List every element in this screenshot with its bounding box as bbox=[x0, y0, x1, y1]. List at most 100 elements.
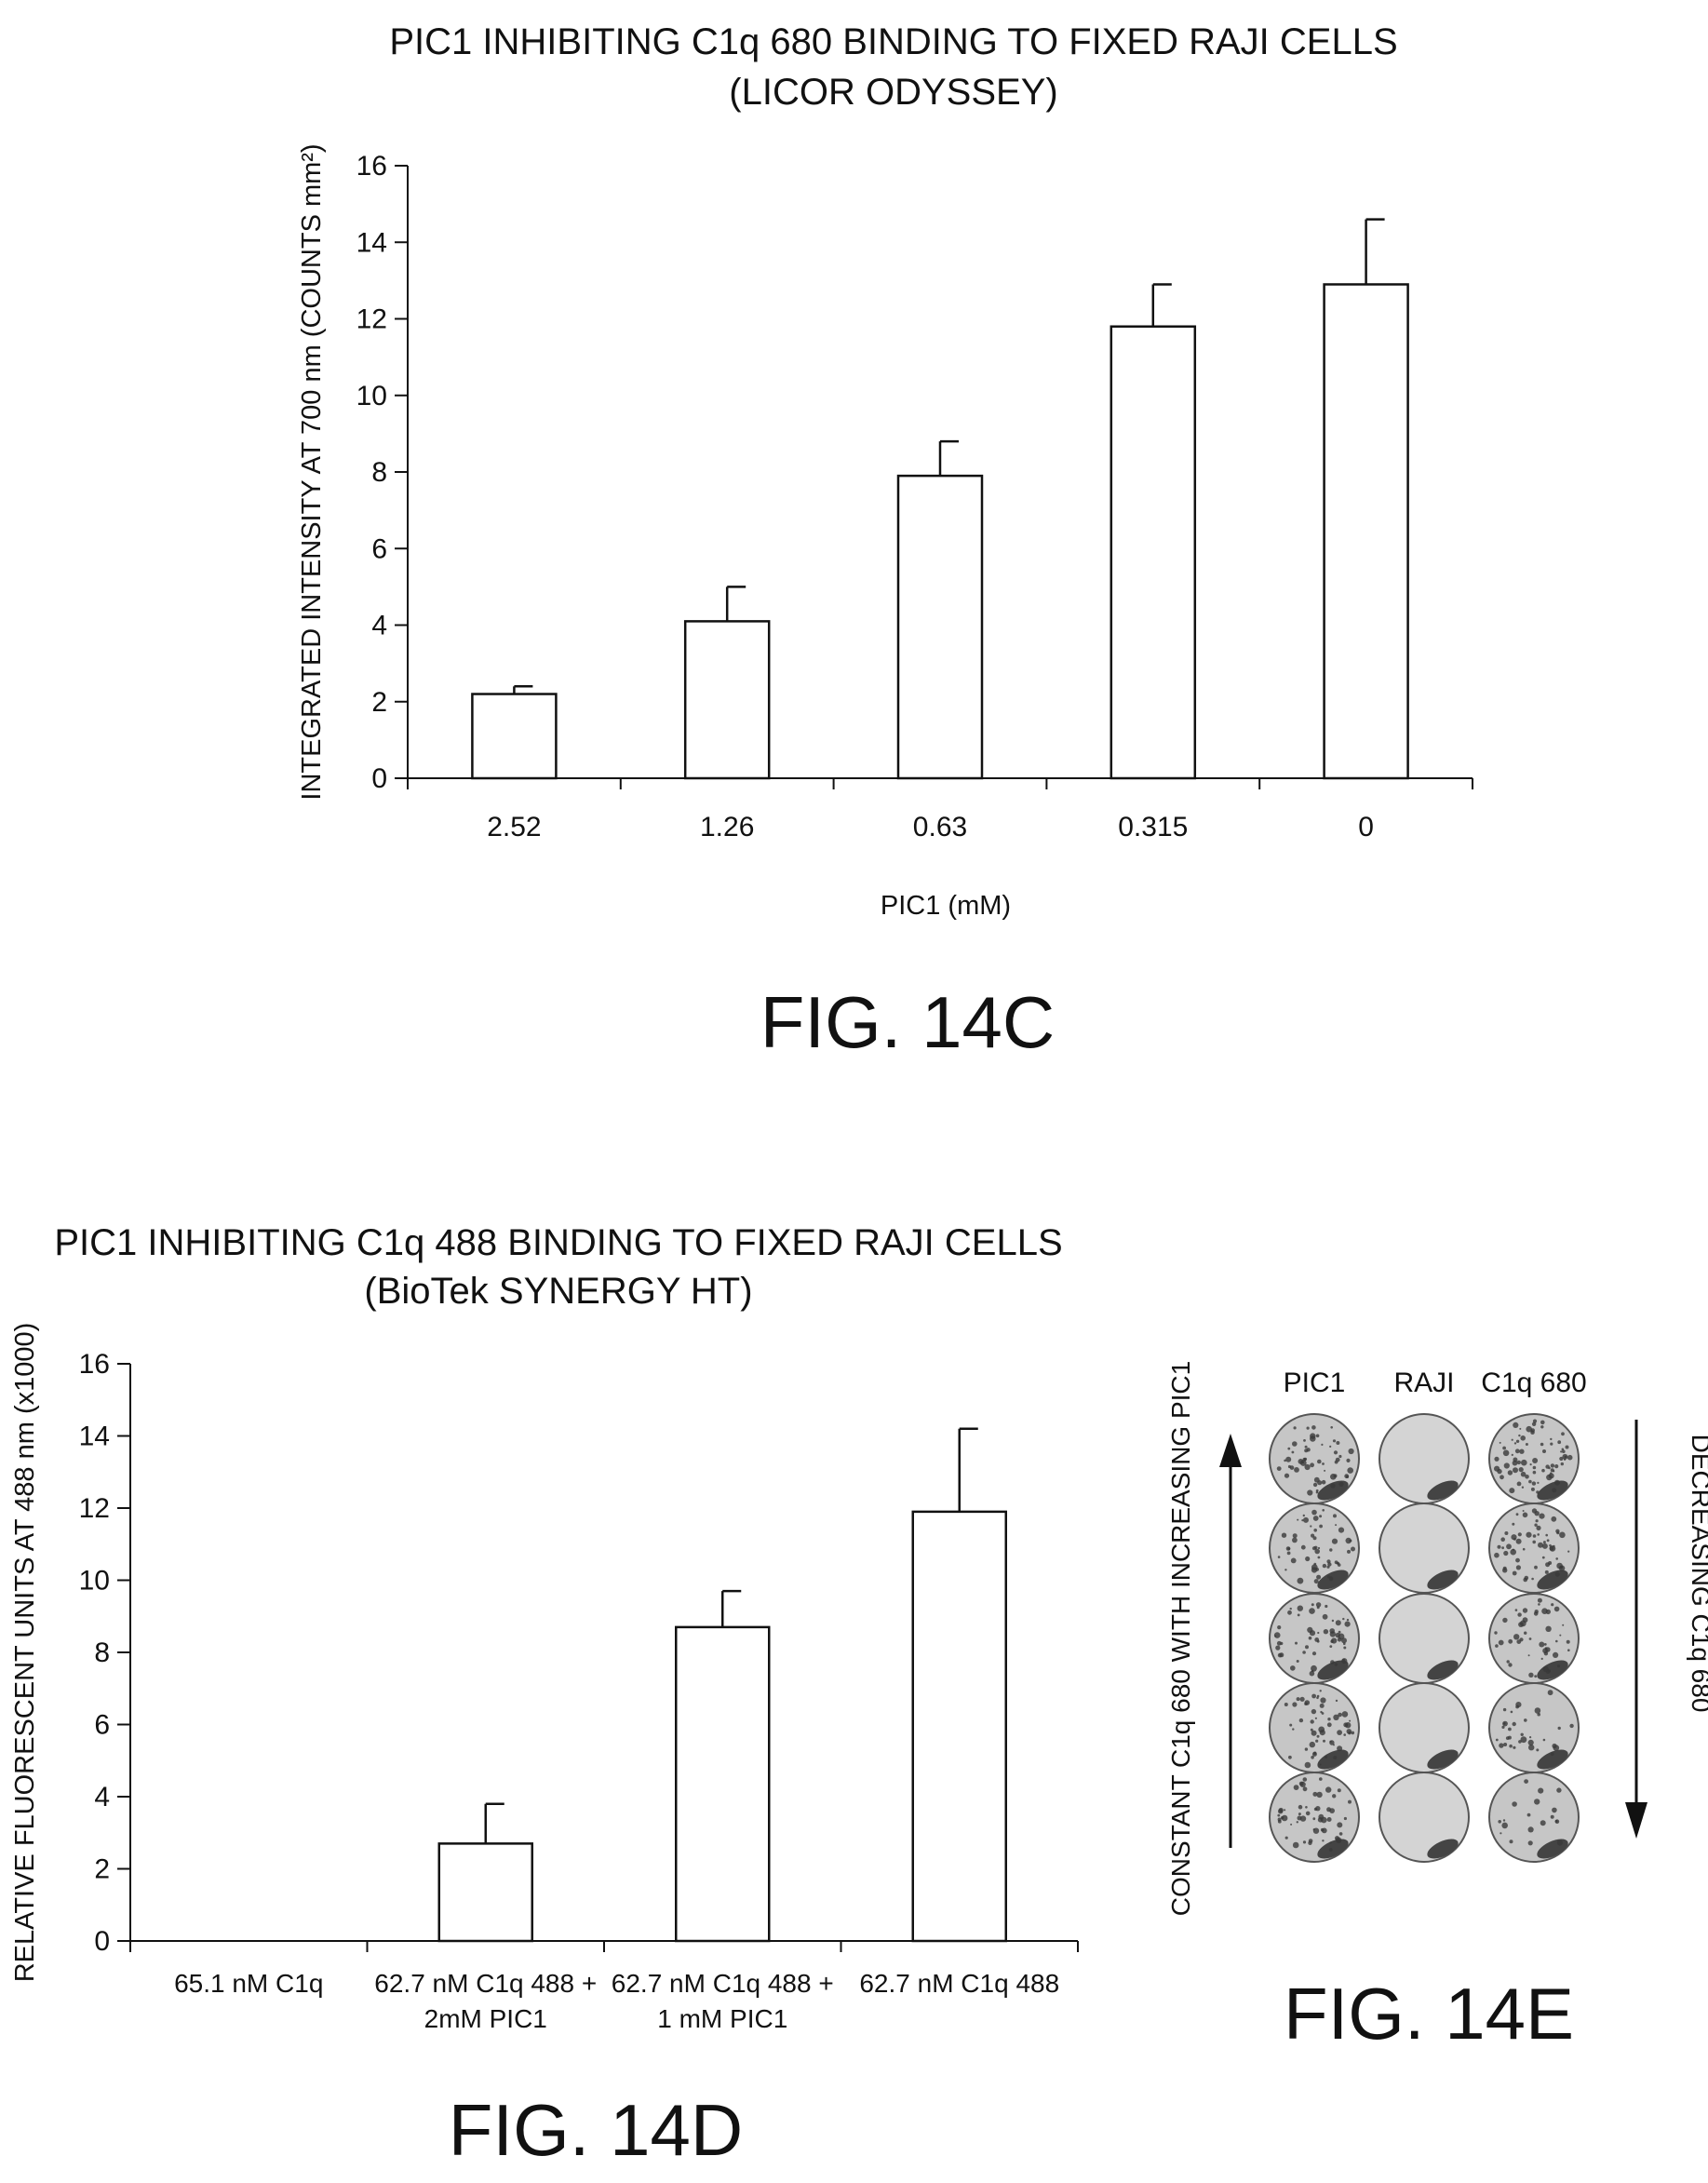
stain-speck bbox=[1550, 1463, 1555, 1468]
x-tick-label: 2.52 bbox=[487, 812, 541, 842]
chart-14d-y-axis-ticks: 0 2 4 6 8 10 12 14 16 bbox=[79, 1349, 130, 1957]
stain-speck bbox=[1304, 1445, 1308, 1449]
bar bbox=[1323, 283, 1409, 780]
stain-speck bbox=[1530, 1428, 1535, 1433]
stain-speck bbox=[1290, 1665, 1296, 1671]
stain-speck bbox=[1552, 1807, 1557, 1813]
stain-speck bbox=[1319, 1777, 1323, 1781]
stain-speck bbox=[1524, 1631, 1527, 1635]
stain-speck bbox=[1284, 1473, 1290, 1478]
stain-speck bbox=[1302, 1840, 1307, 1844]
stain-speck bbox=[1503, 1743, 1508, 1746]
stain-speck bbox=[1335, 1524, 1338, 1527]
stain-speck bbox=[1557, 1726, 1561, 1731]
chart-14c-title-line2: (LICOR ODYSSEY) bbox=[729, 72, 1057, 113]
stain-speck bbox=[1537, 1712, 1540, 1717]
stain-speck bbox=[1497, 1544, 1501, 1549]
stain-speck bbox=[1348, 1448, 1354, 1455]
stain-speck bbox=[1304, 1702, 1308, 1705]
stain-speck bbox=[1499, 1441, 1501, 1444]
stain-speck bbox=[1316, 1639, 1320, 1643]
stain-speck bbox=[1331, 1619, 1335, 1623]
chart-14d-bars bbox=[437, 1427, 1007, 1943]
stain-speck bbox=[1277, 1652, 1283, 1658]
stain-speck bbox=[1511, 1438, 1513, 1441]
stain-speck bbox=[1276, 1640, 1282, 1646]
stain-speck bbox=[1534, 1523, 1538, 1527]
stain-speck bbox=[1553, 1651, 1559, 1658]
fig-14d-label: FIG. 14D bbox=[449, 2089, 743, 2171]
stain-speck bbox=[1281, 1532, 1287, 1538]
y-tick-label: 8 bbox=[94, 1637, 110, 1668]
stain-speck bbox=[1541, 1468, 1545, 1473]
stain-speck bbox=[1332, 1439, 1337, 1443]
stain-speck bbox=[1343, 1646, 1347, 1650]
stain-speck bbox=[1532, 1465, 1537, 1470]
stain-speck bbox=[1309, 1741, 1316, 1748]
stain-speck bbox=[1302, 1514, 1306, 1517]
stain-speck bbox=[1532, 1419, 1538, 1423]
stain-speck bbox=[1520, 1435, 1526, 1441]
stain-speck bbox=[1554, 1571, 1560, 1577]
stain-speck bbox=[1329, 1628, 1335, 1634]
stain-speck bbox=[1301, 1519, 1304, 1522]
stain-speck bbox=[1518, 1740, 1522, 1744]
left-arrow-label: CONSTANT C1q 680 WITH INCREASING PIC1 bbox=[1166, 1361, 1195, 1916]
stain-speck bbox=[1309, 1670, 1315, 1677]
stain-speck bbox=[1560, 1462, 1565, 1466]
well-shadow bbox=[1427, 1839, 1459, 1859]
stain-speck bbox=[1304, 1449, 1309, 1453]
stain-speck bbox=[1502, 1446, 1506, 1450]
stain-speck bbox=[1510, 1710, 1513, 1714]
stain-speck bbox=[1337, 1637, 1342, 1642]
stain-speck bbox=[1536, 1748, 1540, 1752]
stain-speck bbox=[1559, 1634, 1562, 1637]
stain-speck bbox=[1545, 1533, 1548, 1537]
plate-column-header: C1q 680 bbox=[1481, 1368, 1586, 1398]
stain-speck bbox=[1312, 1817, 1316, 1821]
plate-column-header: RAJI bbox=[1393, 1368, 1454, 1398]
stain-speck bbox=[1547, 1690, 1553, 1696]
stain-speck bbox=[1528, 1745, 1535, 1751]
y-tick-label: 2 bbox=[94, 1854, 110, 1885]
stain-speck bbox=[1322, 1613, 1328, 1620]
stain-speck bbox=[1512, 1721, 1516, 1727]
stain-speck bbox=[1297, 1577, 1304, 1584]
stain-speck bbox=[1313, 1529, 1317, 1532]
stain-speck bbox=[1304, 1747, 1309, 1751]
stain-speck bbox=[1321, 1816, 1327, 1824]
stain-speck bbox=[1298, 1718, 1304, 1723]
y-tick-label: 6 bbox=[371, 533, 387, 564]
stain-speck bbox=[1550, 1442, 1553, 1446]
stain-speck bbox=[1277, 1813, 1281, 1817]
stain-speck bbox=[1338, 1832, 1343, 1836]
plate-wells bbox=[1269, 1413, 1580, 1863]
stain-speck bbox=[1532, 1540, 1536, 1544]
stain-speck bbox=[1569, 1723, 1574, 1729]
stain-speck bbox=[1285, 1546, 1291, 1551]
stain-speck bbox=[1508, 1638, 1513, 1644]
chart-14c-x-axis-label: PIC1 (mM) bbox=[881, 891, 1011, 921]
stain-speck bbox=[1542, 1738, 1546, 1742]
well-shadow bbox=[1537, 1749, 1568, 1770]
stain-speck bbox=[1495, 1738, 1499, 1742]
stain-speck bbox=[1540, 1442, 1544, 1447]
stain-speck bbox=[1515, 1565, 1521, 1570]
stain-speck bbox=[1278, 1809, 1284, 1814]
stain-speck bbox=[1329, 1548, 1333, 1552]
stain-speck bbox=[1567, 1649, 1570, 1651]
stain-speck bbox=[1314, 1548, 1320, 1555]
stain-speck bbox=[1316, 1734, 1320, 1738]
stain-speck bbox=[1517, 1532, 1522, 1537]
stain-speck bbox=[1312, 1828, 1315, 1831]
stain-speck bbox=[1566, 1639, 1570, 1644]
stain-speck bbox=[1329, 1645, 1333, 1648]
stain-speck bbox=[1287, 1447, 1291, 1450]
stain-speck bbox=[1351, 1731, 1355, 1735]
stain-speck bbox=[1286, 1551, 1291, 1556]
stain-speck bbox=[1534, 1511, 1540, 1516]
stain-speck bbox=[1311, 1708, 1317, 1715]
stain-speck bbox=[1529, 1736, 1532, 1739]
stain-speck bbox=[1324, 1469, 1326, 1472]
stain-speck bbox=[1554, 1479, 1560, 1486]
